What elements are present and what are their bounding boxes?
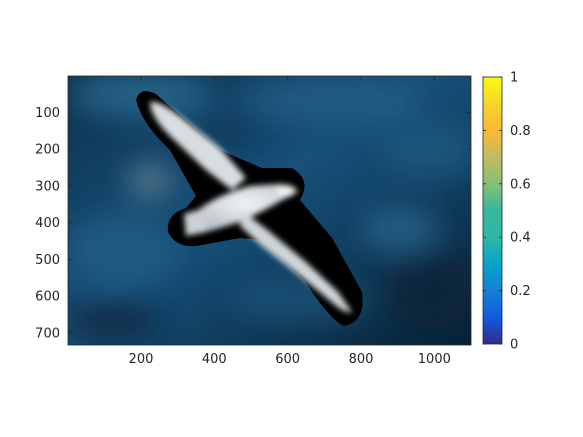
x-tick-label: 200 [129,352,154,367]
colorbar: 0 0.2 0.4 0.6 0.8 1 [482,71,531,353]
y-tick-label: 600 [35,290,60,305]
colorbar-ticks: 0 0.2 0.4 0.6 0.8 1 [483,71,531,353]
colorbar-tick-label: 1 [510,71,518,86]
y-tick-label: 200 [35,143,60,158]
x-tick-label: 400 [202,352,227,367]
y-tick-label: 100 [35,106,60,121]
y-tick-label: 300 [35,179,60,194]
bird [150,101,352,313]
colorbar-tick-label: 0.8 [510,124,531,139]
axes-box [67,75,472,346]
x-tick-label: 600 [275,352,300,367]
colorbar-tick-label: 0.4 [510,231,531,246]
x-tick-label: 800 [349,352,374,367]
colorbar-gradient [482,76,503,345]
y-tick-label: 700 [35,326,60,341]
colorbar-tick-label: 0 [510,338,518,353]
x-tick-label: 1000 [418,352,451,367]
y-ticks: 100 200 300 400 500 600 700 [35,106,471,341]
colorbar-tick-label: 0.6 [510,177,531,192]
x-ticks: 200 400 600 800 1000 [129,76,451,367]
y-tick-label: 500 [35,253,60,268]
y-tick-label: 400 [35,216,60,231]
image-area [68,76,471,345]
colorbar-tick-label: 0.2 [510,284,531,299]
